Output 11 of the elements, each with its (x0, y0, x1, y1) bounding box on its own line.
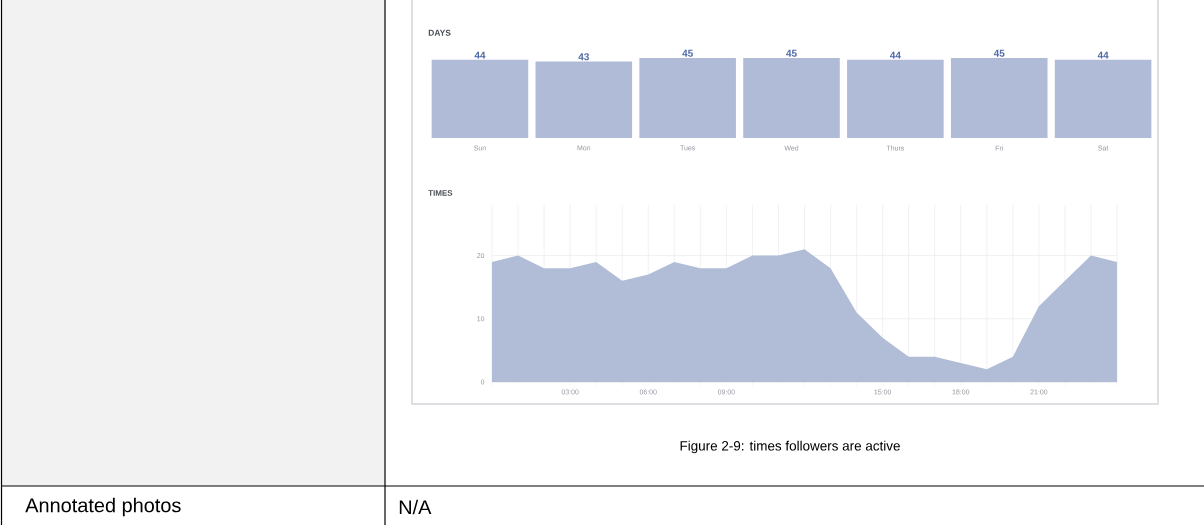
data-label: 45 (786, 49, 797, 57)
text: N/A (399, 499, 432, 515)
data-label: 45 (682, 49, 693, 57)
data-label: 44 (474, 51, 486, 59)
chart-title: DAYS (428, 29, 451, 36)
data-label: 43 (578, 53, 589, 61)
data-label: 44 (889, 51, 901, 59)
caption: Figure 2-9: times followers are active (680, 440, 900, 454)
data-label: 45 (993, 49, 1005, 57)
data-label: 44 (1097, 51, 1109, 59)
text: Annotated photos (25, 497, 181, 517)
